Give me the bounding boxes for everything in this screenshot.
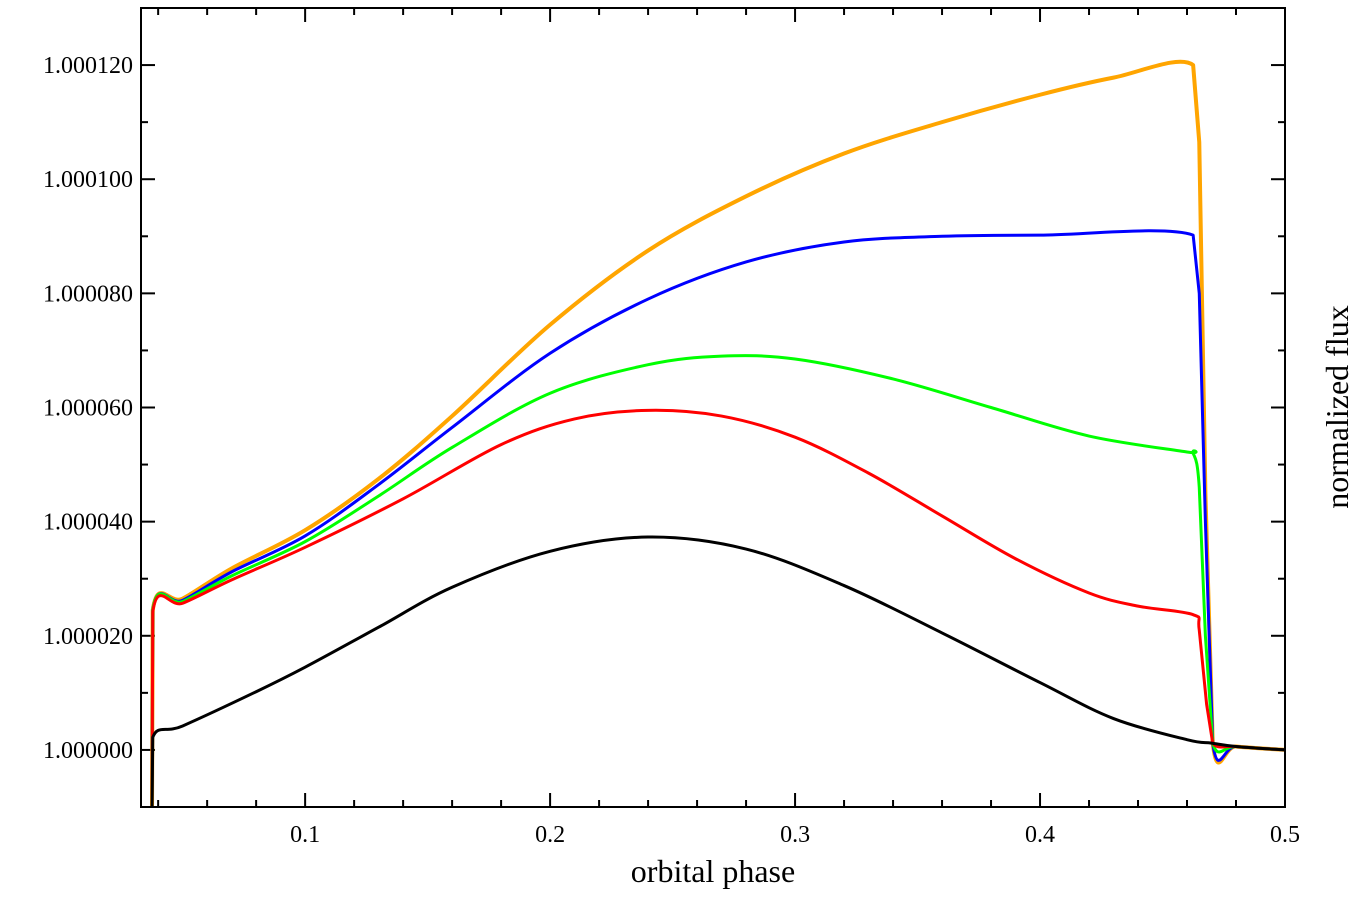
x-tick-label: 0.1 [290, 822, 320, 848]
x-tick-label: 0.5 [1270, 822, 1300, 848]
series-line-5 [150, 535, 1285, 807]
y-tick-label: 1.000040 [43, 510, 133, 536]
series-line-2 [150, 229, 1285, 807]
series-line-4 [150, 408, 1285, 807]
y-tick-labels: 1.000000 1.000020 1.000040 1.000060 1.000080… [43, 53, 133, 764]
series-line-3 [150, 354, 1285, 807]
y-tick-label: 1.000060 [43, 396, 133, 422]
series-line-1 [150, 59, 1285, 807]
y-axis-label: normalized flux [1319, 305, 1355, 508]
x-tick-label: 0.2 [535, 822, 565, 848]
x-axis-label: orbital phase [631, 853, 795, 889]
y-tick-label: 1.000120 [43, 53, 133, 79]
x-tick-labels: 0.1 0.2 0.3 0.4 0.5 [290, 822, 1300, 848]
y-tick-label: 1.000100 [43, 167, 133, 193]
plot-frame [140, 7, 1286, 808]
y-tick-label: 1.000000 [43, 738, 133, 764]
x-tick-label: 0.4 [1025, 822, 1055, 848]
y-tick-label: 1.000080 [43, 281, 133, 307]
x-tick-label: 0.3 [780, 822, 810, 848]
y-tick-label: 1.000020 [43, 624, 133, 650]
series-group [150, 59, 1285, 807]
